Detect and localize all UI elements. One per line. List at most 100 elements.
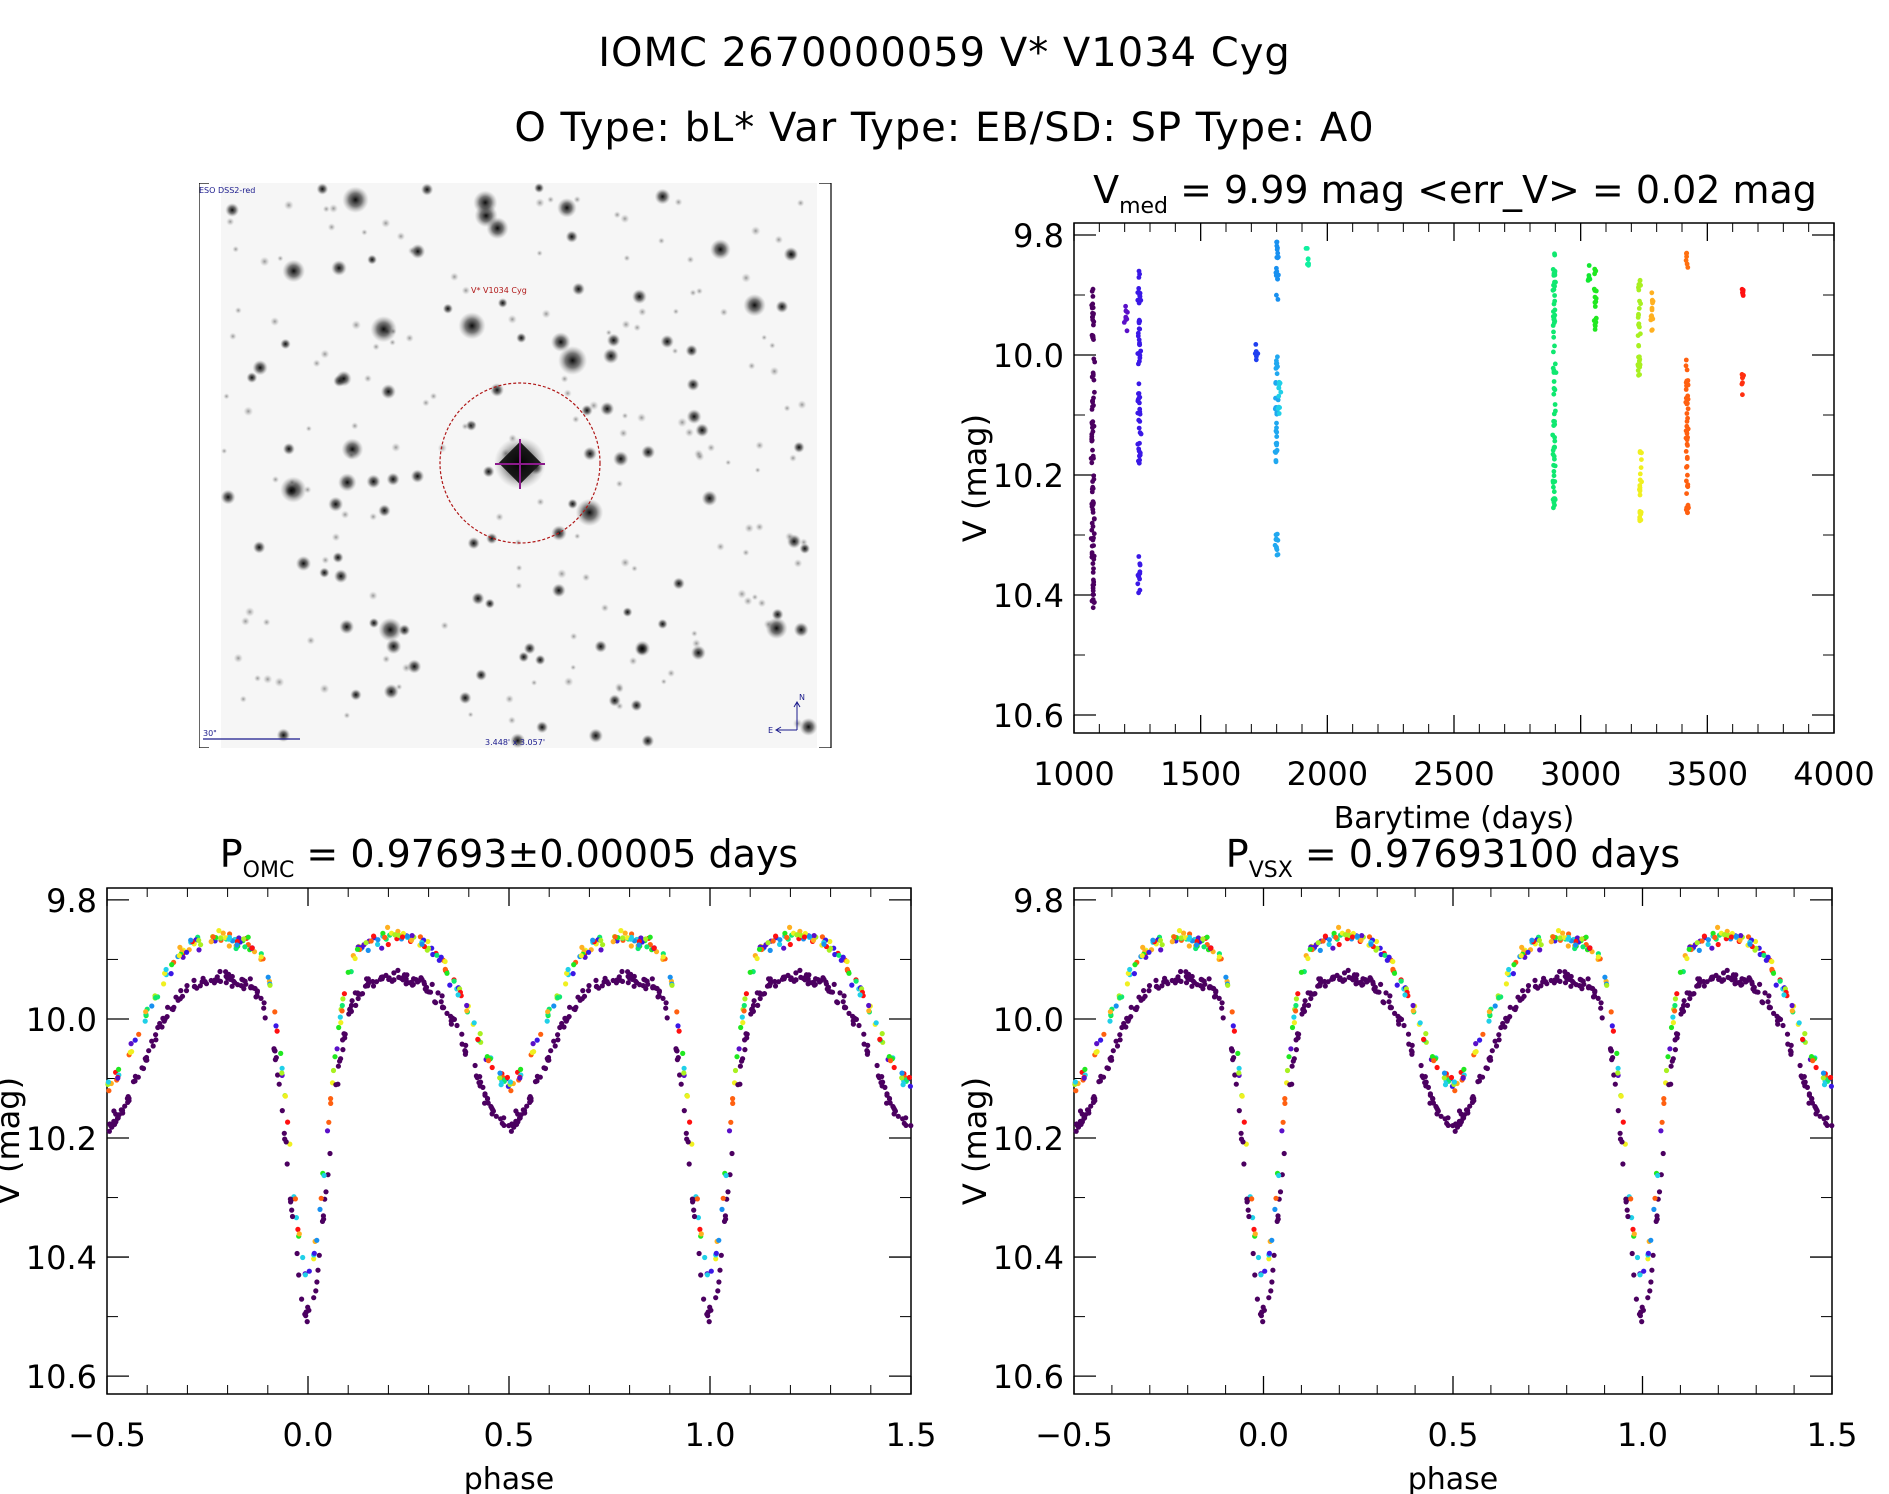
- data-point: [884, 1091, 890, 1097]
- data-point: [265, 974, 271, 980]
- data-point: [1090, 425, 1095, 431]
- data-point: [421, 979, 427, 985]
- data-point: [1450, 1123, 1456, 1129]
- data-point: [551, 1038, 557, 1044]
- y-axis-label: V (mag): [956, 414, 994, 542]
- data-point: [1208, 945, 1214, 951]
- star: [565, 230, 578, 243]
- star: [346, 450, 356, 460]
- data-point: [565, 966, 571, 973]
- data-point: [1448, 1074, 1455, 1081]
- data-point: [1091, 577, 1096, 583]
- data-point: [1146, 983, 1153, 989]
- star: [671, 347, 679, 355]
- data-point: [216, 928, 222, 934]
- data-point: [370, 978, 376, 985]
- data-point: [1434, 1105, 1440, 1111]
- data-point: [1124, 328, 1130, 334]
- data-point: [375, 941, 381, 948]
- star: [226, 217, 235, 226]
- data-point: [1258, 1272, 1264, 1278]
- star: [340, 510, 350, 519]
- data-point: [546, 1057, 552, 1063]
- star: [556, 568, 567, 579]
- data-point: [1780, 1022, 1786, 1029]
- data-point: [1276, 393, 1282, 399]
- star: [569, 632, 578, 641]
- star: [225, 203, 240, 217]
- data-point: [891, 1105, 897, 1111]
- data-point: [846, 970, 852, 976]
- data-point: [1720, 970, 1727, 976]
- data-point: [720, 1195, 726, 1201]
- data-point: [570, 971, 576, 977]
- data-point: [116, 1066, 122, 1072]
- data-point: [1136, 391, 1142, 396]
- data-point: [1274, 292, 1279, 298]
- data-point: [1637, 298, 1642, 304]
- data-point: [1639, 479, 1644, 485]
- star: [389, 339, 396, 346]
- data-point: [155, 1024, 161, 1031]
- data-point: [1587, 945, 1593, 951]
- data-point: [1137, 419, 1143, 424]
- data-point: [717, 1267, 723, 1273]
- data-point: [1630, 1226, 1636, 1232]
- star: [677, 417, 688, 428]
- data-point: [1073, 1128, 1079, 1134]
- plot-frame: [106, 887, 912, 1395]
- data-point: [728, 1119, 734, 1125]
- data-point: [365, 947, 371, 954]
- star: [535, 198, 545, 208]
- data-point: [1289, 1024, 1296, 1031]
- data-point: [1253, 357, 1259, 363]
- data-point: [1090, 398, 1095, 404]
- data-point: [801, 934, 808, 940]
- data-point: [435, 990, 441, 996]
- data-point: [1365, 978, 1371, 984]
- data-point: [508, 1128, 514, 1134]
- data-point: [1239, 1093, 1245, 1099]
- data-point: [903, 1115, 909, 1121]
- x-tick-label: 4000: [1793, 755, 1874, 793]
- data-point: [349, 998, 355, 1004]
- data-point: [1461, 1066, 1467, 1072]
- data-point: [765, 940, 771, 946]
- data-point: [1081, 1075, 1087, 1081]
- data-point: [1136, 381, 1142, 387]
- data-point: [1775, 1021, 1781, 1027]
- data-point: [616, 974, 622, 980]
- data-point: [1565, 936, 1571, 942]
- data-point: [1244, 1199, 1250, 1205]
- data-point: [1705, 937, 1711, 943]
- data-point: [1510, 971, 1516, 977]
- data-point: [409, 933, 415, 939]
- data-point: [334, 1046, 340, 1052]
- data-point: [294, 1250, 300, 1257]
- data-point: [1272, 1206, 1278, 1212]
- data-point: [444, 970, 450, 976]
- data-point: [302, 1272, 308, 1278]
- data-point: [1489, 1048, 1495, 1054]
- star: [398, 624, 411, 636]
- data-point: [339, 1002, 345, 1009]
- star: [725, 459, 732, 466]
- data-point: [1649, 1267, 1655, 1273]
- data-point: [1620, 1119, 1626, 1125]
- star: [343, 712, 351, 719]
- data-point: [1568, 983, 1574, 989]
- data-point: [741, 1002, 747, 1009]
- data-point: [1293, 1002, 1299, 1009]
- star: [271, 475, 280, 484]
- data-point: [1637, 372, 1642, 377]
- x-tick-label: −0.5: [68, 1416, 146, 1454]
- data-point: [644, 944, 650, 950]
- data-point: [454, 1022, 460, 1029]
- data-point: [810, 937, 817, 943]
- data-point: [836, 952, 842, 958]
- data-point: [1740, 290, 1745, 295]
- data-point: [1565, 943, 1571, 949]
- star: [536, 721, 549, 734]
- star: [799, 717, 818, 737]
- data-point: [747, 969, 753, 975]
